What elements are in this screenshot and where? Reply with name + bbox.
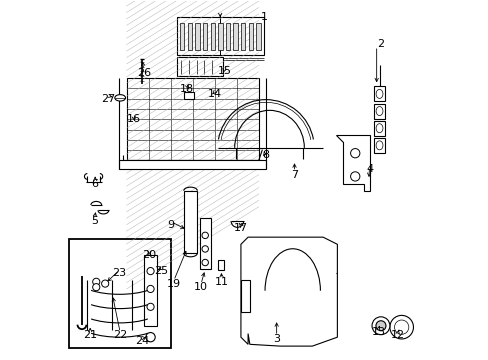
- Circle shape: [202, 259, 208, 266]
- Circle shape: [93, 284, 100, 291]
- Bar: [143, 255, 157, 327]
- Text: 19: 19: [166, 279, 181, 289]
- Text: 5: 5: [91, 216, 98, 226]
- Circle shape: [371, 317, 389, 335]
- Ellipse shape: [375, 124, 382, 133]
- Bar: [69, 239, 171, 348]
- Text: 4: 4: [365, 164, 372, 174]
- Bar: [218, 260, 224, 270]
- Text: 11: 11: [214, 277, 228, 287]
- Circle shape: [202, 232, 208, 239]
- Text: 17: 17: [233, 223, 247, 233]
- Circle shape: [394, 320, 408, 334]
- Text: 22: 22: [113, 330, 127, 341]
- Text: 25: 25: [154, 266, 168, 276]
- Circle shape: [147, 267, 154, 275]
- Bar: [119, 160, 265, 169]
- Text: 20: 20: [142, 250, 156, 260]
- Circle shape: [147, 303, 154, 310]
- Ellipse shape: [375, 89, 382, 98]
- Bar: [203, 23, 207, 50]
- Bar: [195, 23, 199, 50]
- Bar: [126, 78, 258, 160]
- Circle shape: [350, 172, 359, 181]
- Text: 21: 21: [83, 330, 97, 341]
- Bar: [200, 217, 210, 269]
- Bar: [183, 191, 197, 253]
- Text: 27: 27: [101, 94, 115, 104]
- Text: 26: 26: [137, 68, 150, 78]
- Circle shape: [202, 246, 208, 252]
- Polygon shape: [335, 135, 369, 191]
- Text: 6: 6: [91, 179, 99, 189]
- Text: 24: 24: [135, 336, 149, 346]
- Bar: [373, 121, 385, 136]
- Ellipse shape: [375, 141, 382, 150]
- Ellipse shape: [375, 107, 382, 116]
- Bar: [176, 18, 264, 55]
- Text: 14: 14: [208, 89, 222, 99]
- Circle shape: [350, 149, 359, 158]
- Text: 13: 13: [371, 327, 385, 337]
- Bar: [210, 23, 215, 50]
- Circle shape: [389, 315, 413, 339]
- Text: 12: 12: [390, 330, 405, 341]
- Bar: [373, 138, 385, 153]
- Bar: [241, 23, 245, 50]
- Text: 10: 10: [194, 282, 207, 292]
- Text: 15: 15: [218, 66, 231, 76]
- Bar: [241, 280, 249, 312]
- Bar: [187, 23, 192, 50]
- Text: 2: 2: [376, 39, 383, 49]
- Circle shape: [102, 280, 108, 287]
- Bar: [180, 23, 184, 50]
- Bar: [176, 57, 223, 76]
- Text: 7: 7: [290, 170, 298, 180]
- Text: 1: 1: [260, 13, 267, 22]
- Bar: [218, 23, 222, 50]
- Bar: [248, 23, 252, 50]
- Circle shape: [147, 285, 154, 293]
- Bar: [225, 23, 230, 50]
- Bar: [256, 23, 260, 50]
- Text: 16: 16: [126, 114, 141, 124]
- Bar: [373, 104, 385, 118]
- Text: 23: 23: [112, 268, 126, 278]
- Circle shape: [375, 321, 385, 331]
- Bar: [373, 86, 385, 102]
- Ellipse shape: [115, 95, 125, 101]
- Circle shape: [145, 333, 155, 342]
- Text: 18: 18: [180, 84, 194, 94]
- Text: 9: 9: [167, 220, 175, 230]
- Text: 8: 8: [262, 150, 269, 160]
- Text: 3: 3: [273, 334, 280, 344]
- Circle shape: [93, 278, 100, 285]
- Bar: [233, 23, 237, 50]
- Polygon shape: [241, 237, 337, 346]
- Bar: [183, 92, 194, 99]
